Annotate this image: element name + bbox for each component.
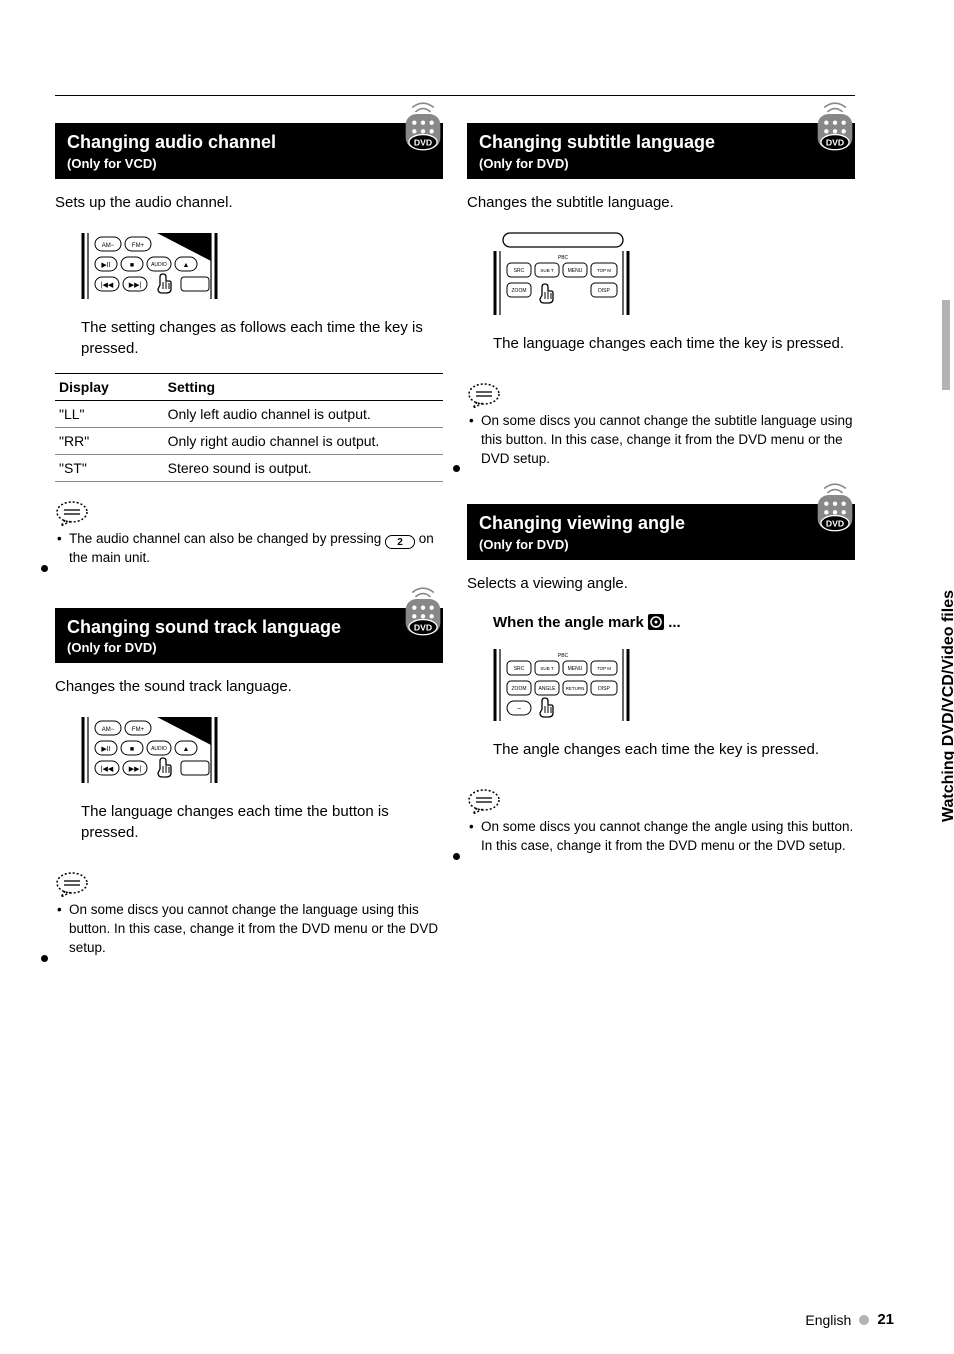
- th-display: Display: [55, 373, 164, 400]
- svg-text:MENU: MENU: [568, 666, 583, 672]
- section-desc: Changes the sound track language.: [55, 677, 443, 697]
- step-text: The setting changes as follows each time…: [81, 317, 443, 359]
- note-text: The audio channel can also be changed by…: [55, 530, 443, 568]
- svg-text:−: −: [517, 706, 521, 713]
- section-title: Changing viewing angle: [479, 512, 843, 535]
- page-footer: English 21: [805, 1311, 894, 1328]
- note-icon: [467, 788, 501, 814]
- dvd-remote-icon: [399, 101, 447, 153]
- svg-text:PBC: PBC: [558, 255, 569, 261]
- section-header-subtitle: Changing subtitle language (Only for DVD…: [467, 123, 855, 179]
- section-desc: Sets up the audio channel.: [55, 193, 443, 213]
- svg-text:|◀◀: |◀◀: [101, 766, 114, 773]
- svg-text:|◀◀: |◀◀: [101, 282, 114, 289]
- section-title: Changing sound track language: [67, 616, 431, 639]
- section-header-soundtrack: Changing sound track language (Only for …: [55, 608, 443, 664]
- svg-text:TOP M: TOP M: [597, 268, 611, 273]
- remote-illustration-subtitle: PBC SRC SUB T MENU TOP M ZOOM DISP: [493, 231, 633, 317]
- th-setting: Setting: [164, 373, 443, 400]
- section-header-angle: Changing viewing angle (Only for DVD): [467, 504, 855, 560]
- angle-mark-icon: [648, 614, 664, 630]
- svg-text:▶▶|: ▶▶|: [129, 766, 142, 773]
- table-row: "RR" Only right audio channel is output.: [55, 427, 443, 454]
- svg-text:DISP: DISP: [598, 686, 610, 692]
- section-subnote: (Only for DVD): [479, 156, 843, 171]
- section-title: Changing subtitle language: [479, 131, 843, 154]
- svg-text:ZOOM: ZOOM: [512, 686, 527, 692]
- section-subnote: (Only for DVD): [67, 640, 431, 655]
- svg-text:FM+: FM+: [132, 727, 145, 733]
- svg-text:▶▶|: ▶▶|: [129, 282, 142, 289]
- svg-text:FM+: FM+: [132, 243, 145, 249]
- side-tab-bar: [942, 300, 950, 390]
- angle-mark-line: When the angle mark ...: [493, 614, 855, 631]
- bullet-end-dot: [453, 465, 460, 472]
- table-row: "LL" Only left audio channel is output.: [55, 400, 443, 427]
- svg-text:■: ■: [130, 746, 134, 753]
- note-icon: [467, 382, 501, 408]
- step-text: The language changes each time the butto…: [81, 801, 443, 843]
- svg-text:AUDIO: AUDIO: [151, 262, 167, 268]
- note-icon: [55, 871, 89, 897]
- svg-text:MENU: MENU: [568, 268, 583, 274]
- svg-text:AM−: AM−: [102, 727, 115, 733]
- svg-text:AUDIO: AUDIO: [151, 746, 167, 752]
- bullet-end-dot: [453, 853, 460, 860]
- footer-dot-icon: [859, 1315, 869, 1325]
- svg-text:▲: ▲: [183, 746, 190, 753]
- section-title: Changing audio channel: [67, 131, 431, 154]
- dvd-remote-icon: [811, 101, 859, 153]
- footer-page-number: 21: [877, 1311, 894, 1328]
- note-text: On some discs you cannot change the lang…: [55, 901, 443, 958]
- svg-text:RETURN: RETURN: [566, 686, 585, 691]
- svg-text:AM−: AM−: [102, 243, 115, 249]
- note-text: On some discs you cannot change the angl…: [467, 818, 855, 856]
- right-column: Changing subtitle language (Only for DVD…: [467, 95, 855, 1305]
- table-row: "ST" Stereo sound is output.: [55, 454, 443, 481]
- page-content: Changing audio channel (Only for VCD) Se…: [55, 95, 855, 1305]
- remote-illustration-audio: AM− FM+ ▶II ■ AUDIO ▲ |◀◀ ▶▶|: [81, 231, 221, 301]
- svg-text:▶II: ▶II: [101, 746, 110, 753]
- section-desc: Changes the subtitle language.: [467, 193, 855, 213]
- svg-text:ZOOM: ZOOM: [512, 288, 527, 294]
- svg-text:DISP: DISP: [598, 288, 610, 294]
- footer-language: English: [805, 1312, 851, 1328]
- side-tab-label: Watching DVD/VCD/Video files: [940, 590, 954, 822]
- svg-text:■: ■: [130, 262, 134, 269]
- svg-text:▲: ▲: [183, 262, 190, 269]
- section-desc: Selects a viewing angle.: [467, 574, 855, 594]
- section-subnote: (Only for VCD): [67, 156, 431, 171]
- left-column: Changing audio channel (Only for VCD) Se…: [55, 95, 443, 1305]
- step-text: The language changes each time the key i…: [493, 333, 855, 354]
- note-icon: [55, 500, 89, 526]
- section-subnote: (Only for DVD): [479, 537, 843, 552]
- svg-text:PBC: PBC: [558, 653, 569, 659]
- dvd-remote-icon: [811, 482, 859, 534]
- svg-text:SUB T: SUB T: [540, 268, 553, 273]
- bullet-end-dot: [41, 565, 48, 572]
- remote-illustration-angle: PBC SRC SUB T MENU TOP M ZOOM ANGLE RETU…: [493, 647, 633, 723]
- svg-text:TOP M: TOP M: [597, 666, 611, 671]
- svg-text:SRC: SRC: [514, 268, 525, 274]
- section-header-audio-channel: Changing audio channel (Only for VCD): [55, 123, 443, 179]
- remote-illustration-soundtrack: AM− FM+ ▶II ■ AUDIO ▲ |◀◀ ▶▶|: [81, 715, 221, 785]
- step-text: The angle changes each time the key is p…: [493, 739, 855, 760]
- note-text: On some discs you cannot change the subt…: [467, 412, 855, 469]
- dvd-remote-icon: [399, 586, 447, 638]
- svg-text:SRC: SRC: [514, 666, 525, 672]
- svg-text:ANGLE: ANGLE: [539, 686, 557, 692]
- svg-text:▶II: ▶II: [101, 262, 110, 269]
- bullet-end-dot: [41, 955, 48, 962]
- svg-text:SUB T: SUB T: [540, 666, 553, 671]
- audio-settings-table: Display Setting "LL" Only left audio cha…: [55, 373, 443, 482]
- side-tab: Watching DVD/VCD/Video files: [920, 300, 950, 590]
- key-2-icon: 2: [385, 535, 415, 549]
